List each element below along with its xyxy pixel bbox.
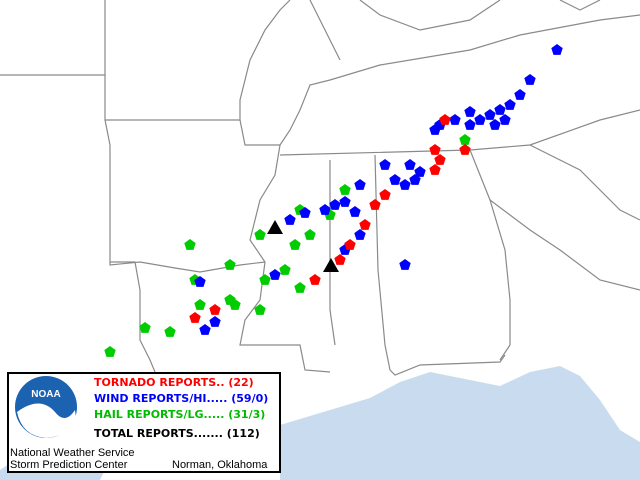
- report-marker: [499, 114, 511, 125]
- report-marker: [269, 269, 281, 280]
- report-marker: [484, 109, 496, 120]
- legend-wind: WIND REPORTS/HI..... (59/0): [94, 392, 268, 405]
- report-marker: [459, 134, 471, 145]
- report-marker: [164, 326, 176, 337]
- report-marker: [194, 299, 206, 310]
- report-marker: [189, 312, 201, 323]
- report-marker: [459, 144, 471, 155]
- report-marker: [429, 144, 441, 155]
- report-marker: [514, 89, 526, 100]
- report-marker: [379, 189, 391, 200]
- report-marker: [259, 274, 271, 285]
- report-marker: [434, 154, 446, 165]
- report-marker: [294, 282, 306, 293]
- report-marker: [289, 239, 301, 250]
- report-marker: [349, 206, 361, 217]
- report-marker: [354, 229, 366, 240]
- report-marker: [224, 259, 236, 270]
- report-marker: [339, 184, 351, 195]
- footer-location: Norman, Oklahoma: [172, 459, 268, 471]
- report-marker: [389, 174, 401, 185]
- report-marker: [329, 199, 341, 210]
- report-marker: [344, 239, 356, 250]
- report-marker: [299, 207, 311, 218]
- legend-box: NOAA TORNADO REPORTS.. (22) WIND REPORTS…: [7, 372, 281, 473]
- report-marker: [229, 299, 241, 310]
- noaa-logo-wave: [17, 403, 76, 438]
- report-marker: [551, 44, 563, 55]
- report-marker: [209, 304, 221, 315]
- report-marker: [267, 220, 283, 234]
- report-marker: [464, 106, 476, 117]
- report-marker: [464, 119, 476, 130]
- footer-nws: National Weather Service: [10, 447, 135, 459]
- report-markers: [104, 44, 563, 357]
- report-marker: [439, 114, 451, 125]
- report-marker: [254, 229, 266, 240]
- legend-tornado: TORNADO REPORTS.. (22): [94, 376, 254, 389]
- report-marker: [334, 254, 346, 265]
- report-marker: [279, 264, 291, 275]
- legend-total: TOTAL REPORTS....... (112): [94, 427, 260, 440]
- report-marker: [414, 166, 426, 177]
- report-marker: [504, 99, 516, 110]
- gulf-of-mexico: [280, 366, 640, 480]
- footer-spc: Storm Prediction Center: [10, 459, 128, 471]
- report-marker: [104, 346, 116, 357]
- report-marker: [494, 104, 506, 115]
- report-marker: [139, 322, 151, 333]
- report-marker: [359, 219, 371, 230]
- report-marker: [254, 304, 266, 315]
- report-marker: [474, 114, 486, 125]
- report-marker: [339, 196, 351, 207]
- report-marker: [284, 214, 296, 225]
- logo-text: NOAA: [31, 389, 60, 400]
- report-marker: [354, 179, 366, 190]
- report-marker: [309, 274, 321, 285]
- report-marker: [319, 204, 331, 215]
- report-marker: [194, 276, 206, 287]
- report-marker: [429, 164, 441, 175]
- report-marker: [209, 316, 221, 327]
- report-marker: [323, 258, 339, 272]
- report-marker: [304, 229, 316, 240]
- report-marker: [184, 239, 196, 250]
- legend-hail: HAIL REPORTS/LG..... (31/3): [94, 408, 265, 421]
- report-marker: [404, 159, 416, 170]
- report-marker: [369, 199, 381, 210]
- report-marker: [524, 74, 536, 85]
- report-marker: [379, 159, 391, 170]
- report-marker: [449, 114, 461, 125]
- report-marker: [429, 124, 441, 135]
- report-marker: [399, 179, 411, 190]
- report-marker: [399, 259, 411, 270]
- report-marker: [489, 119, 501, 130]
- report-marker: [199, 324, 211, 335]
